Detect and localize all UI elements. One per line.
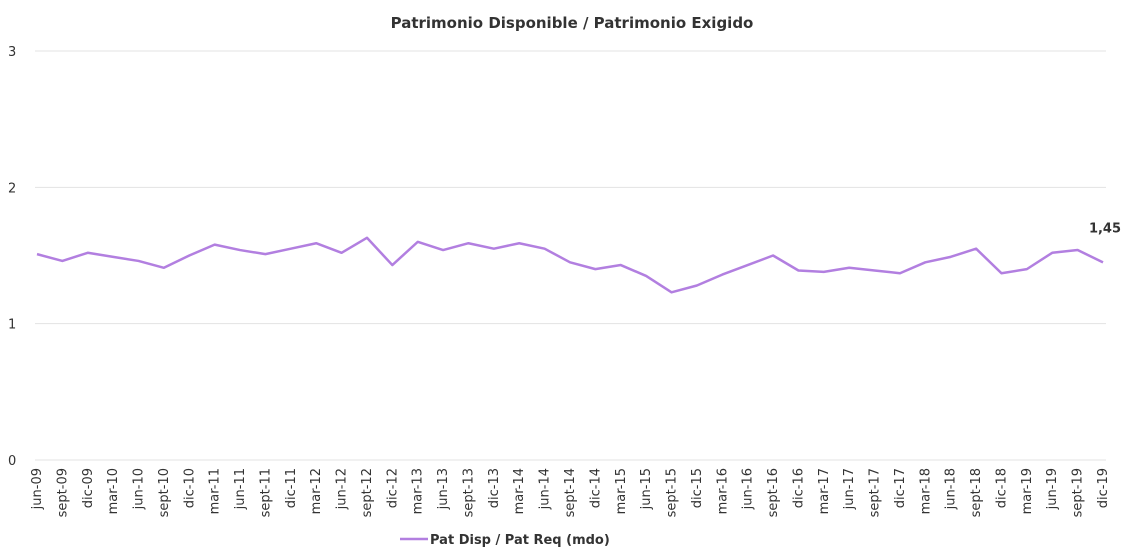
x-tick-label: jun-17 — [842, 468, 857, 510]
x-tick-label: mar-17 — [817, 468, 832, 514]
chart-title: Patrimonio Disponible / Patrimonio Exigi… — [391, 14, 754, 32]
x-tick-label: mar-12 — [309, 468, 324, 514]
x-tick-label: mar-16 — [715, 468, 730, 514]
y-tick-label: 1 — [8, 318, 16, 333]
y-tick-label: 3 — [8, 45, 16, 60]
x-tick-label: sept-11 — [258, 468, 273, 517]
x-tick-label: dic-09 — [81, 468, 96, 508]
x-tick-label: sept-19 — [1071, 468, 1086, 517]
x-tick-label: mar-19 — [1020, 468, 1035, 514]
x-tick-label: mar-13 — [411, 468, 426, 514]
x-tick-label: jun-12 — [335, 468, 350, 510]
x-tick-label: jun-15 — [639, 468, 654, 510]
legend-label: Pat Disp / Pat Req (mdo) — [430, 533, 610, 548]
x-tick-label: jun-16 — [741, 468, 756, 510]
x-tick-label: jun-14 — [538, 468, 553, 510]
x-tick-label: mar-14 — [512, 468, 527, 514]
x-tick-label: dic-15 — [690, 468, 705, 508]
x-tick-label: mar-18 — [918, 468, 933, 514]
x-tick-label: mar-11 — [208, 468, 223, 514]
x-tick-label: jun-10 — [132, 468, 147, 510]
data-line — [36, 236, 1104, 294]
x-tick-label: jun-13 — [436, 468, 451, 510]
x-tick-label: jun-11 — [233, 468, 248, 510]
y-tick-label: 2 — [8, 181, 16, 196]
x-tick-label: mar-10 — [106, 468, 121, 514]
x-tick-label: dic-16 — [791, 468, 806, 508]
x-tick-label: jun-18 — [944, 468, 959, 510]
x-tick-label: sept-14 — [563, 468, 578, 517]
x-tick-label: jun-19 — [1045, 468, 1060, 510]
x-tick-label: sept-12 — [360, 468, 375, 517]
x-tick-label: sept-16 — [766, 468, 781, 517]
x-tick-label: dic-11 — [284, 468, 299, 508]
x-tick-label: sept-17 — [868, 468, 883, 517]
x-tick-label: dic-19 — [1096, 468, 1111, 508]
x-tick-label: sept-09 — [55, 468, 70, 517]
x-tick-label: dic-14 — [588, 468, 603, 508]
x-tick-label: dic-12 — [385, 468, 400, 508]
x-tick-label: dic-18 — [994, 468, 1009, 508]
y-tick-label: 0 — [8, 454, 16, 469]
x-tick-label: dic-17 — [893, 468, 908, 508]
x-tick-label: sept-15 — [665, 468, 680, 517]
x-tick-label: sept-18 — [969, 468, 984, 517]
x-tick-label: dic-13 — [487, 468, 502, 508]
x-tick-label: sept-10 — [157, 468, 172, 517]
x-tick-label: dic-10 — [182, 468, 197, 508]
x-tick-label: jun-09 — [30, 468, 45, 510]
x-tick-label: sept-13 — [461, 468, 476, 517]
x-tick-label: mar-15 — [614, 468, 629, 514]
value-label: 1,45 — [1089, 221, 1121, 236]
